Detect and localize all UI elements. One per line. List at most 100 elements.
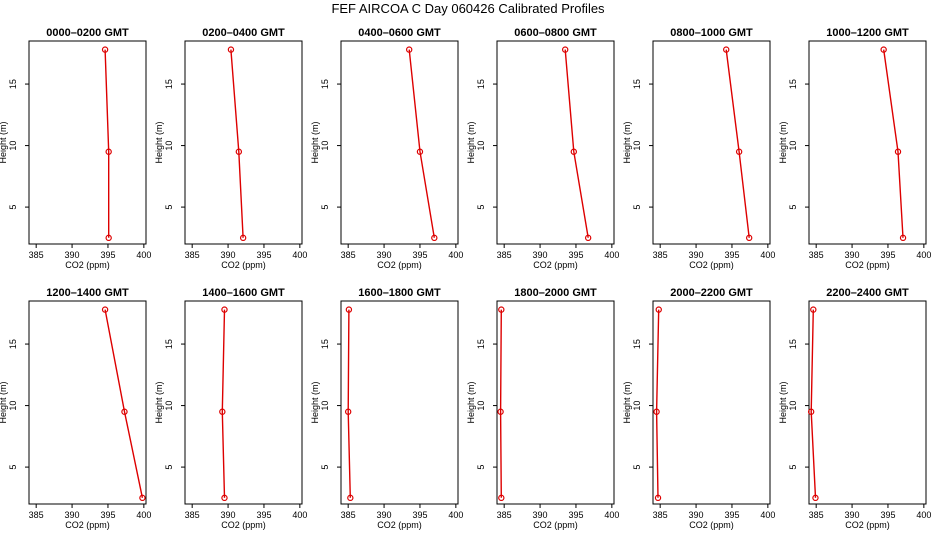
y-tick-label: 10 [476,141,486,151]
panel-title: 1400–1600 GMT [202,287,285,299]
profile-line [564,49,589,238]
x-axis-label: CO2 (ppm) [689,520,734,530]
y-tick-label: 15 [632,79,642,89]
x-tick-label: 385 [29,510,44,520]
x-tick-label: 390 [65,510,80,520]
x-axis-label: CO2 (ppm) [533,520,578,530]
x-tick-label: 390 [845,250,860,260]
profile-line [230,49,244,238]
y-axis-label: Height (m) [622,381,632,423]
x-tick-label: 385 [809,510,824,520]
x-tick-label: 395 [568,510,583,520]
x-tick-label: 395 [100,250,115,260]
profile-point [584,234,592,242]
x-tick-label: 395 [100,510,115,520]
x-tick-label: 395 [256,510,271,520]
y-tick-label: 10 [632,141,642,151]
x-tick-label: 400 [448,250,463,260]
profile-point [723,46,730,53]
x-tick-label: 390 [689,250,704,260]
plot-frame [808,300,927,505]
y-tick-label: 5 [164,205,174,210]
plot-frame [496,40,615,245]
profile-point [219,408,226,415]
profile-point [880,46,887,53]
y-tick-label: 15 [8,339,18,349]
profile-panel: 1800–2000 GMT 385 390 395 400 5 10 15 CO2 (ppm) H… [466,287,619,530]
profile-point [810,306,817,313]
x-tick-label: 390 [377,510,392,520]
panels-grid: 0000–0200 GMT 385 390 395 400 5 10 15 CO2 (ppm) H… [0,27,931,530]
x-axis-label: CO2 (ppm) [221,520,266,530]
y-tick-label: 5 [788,205,798,210]
y-tick-label: 10 [476,401,486,411]
plot-frame [340,300,459,505]
x-tick-label: 390 [533,250,548,260]
panel-title: 0000–0200 GMT [46,27,129,39]
profile-point [105,234,112,242]
plot-frame [340,40,459,245]
profile-point [497,408,504,415]
plot-frame [652,40,771,245]
x-tick-label: 395 [880,510,895,520]
x-tick-label: 385 [497,250,512,260]
x-tick-label: 395 [880,250,895,260]
x-axis-label: CO2 (ppm) [65,520,110,530]
x-tick-label: 395 [568,250,583,260]
x-tick-label: 395 [724,250,739,260]
profile-point [416,148,424,155]
profile-point [139,494,146,502]
profile-panel: 0400–0600 GMT 385 390 395 400 5 10 15 CO2 (ppm) H… [310,27,463,270]
profile-line [883,49,904,238]
profile-line [408,49,435,238]
profile-point [431,234,438,242]
plot-frame [184,300,303,505]
x-axis-label: CO2 (ppm) [845,260,890,270]
profile-point [570,148,578,155]
x-tick-label: 400 [604,510,619,520]
x-tick-label: 385 [341,510,356,520]
profile-line [499,309,502,498]
x-tick-label: 385 [185,250,200,260]
x-tick-label: 395 [256,250,271,260]
x-tick-label: 390 [377,250,392,260]
y-tick-label: 15 [632,339,642,349]
y-tick-label: 15 [164,339,174,349]
profile-panel: 1600–1800 GMT 385 390 395 400 5 10 15 CO2 (ppm) H… [310,287,463,530]
x-tick-label: 385 [809,250,824,260]
y-tick-label: 10 [164,401,174,411]
panel-title: 0600–0800 GMT [514,27,597,39]
x-tick-label: 395 [724,510,739,520]
profile-point [653,408,660,415]
y-axis-label: Height (m) [0,121,8,163]
x-tick-label: 395 [412,510,427,520]
panel-title: 1000–1200 GMT [826,27,909,39]
figure-title: FEF AIRCOA C Day 060426 Calibrated Profi… [331,1,605,16]
y-tick-label: 5 [164,465,174,470]
x-axis-label: CO2 (ppm) [377,260,422,270]
y-tick-label: 10 [164,141,174,151]
y-tick-label: 15 [320,339,330,349]
x-tick-label: 390 [533,510,548,520]
profile-point [101,46,109,53]
y-tick-label: 10 [632,401,642,411]
profile-point [812,494,819,502]
plot-frame [28,40,147,245]
x-axis-label: CO2 (ppm) [845,520,890,530]
profile-line [221,309,226,498]
panel-title: 0200–0400 GMT [202,27,285,39]
y-tick-label: 10 [320,141,330,151]
profile-panel: 2000–2200 GMT 385 390 395 400 5 10 15 CO2 (ppm) H… [622,287,775,530]
panel-title: 0800–1000 GMT [670,27,753,39]
x-axis-label: CO2 (ppm) [65,260,110,270]
y-axis-label: Height (m) [310,121,320,163]
x-tick-label: 390 [221,250,236,260]
x-tick-label: 390 [845,510,860,520]
profile-panel: 1000–1200 GMT 385 390 395 400 5 10 15 CO2 (ppm) H… [778,27,931,270]
profile-panel: 0200–0400 GMT 385 390 395 400 5 10 15 CO2 (ppm) H… [154,27,307,270]
profile-panel: 0000–0200 GMT 385 390 395 400 5 10 15 CO2 (ppm) H… [0,27,151,270]
profile-panel: 0600–0800 GMT 385 390 395 400 5 10 15 CO2 (ppm) H… [466,27,619,270]
x-tick-label: 400 [448,510,463,520]
y-tick-label: 5 [320,465,330,470]
profile-point [121,408,128,415]
